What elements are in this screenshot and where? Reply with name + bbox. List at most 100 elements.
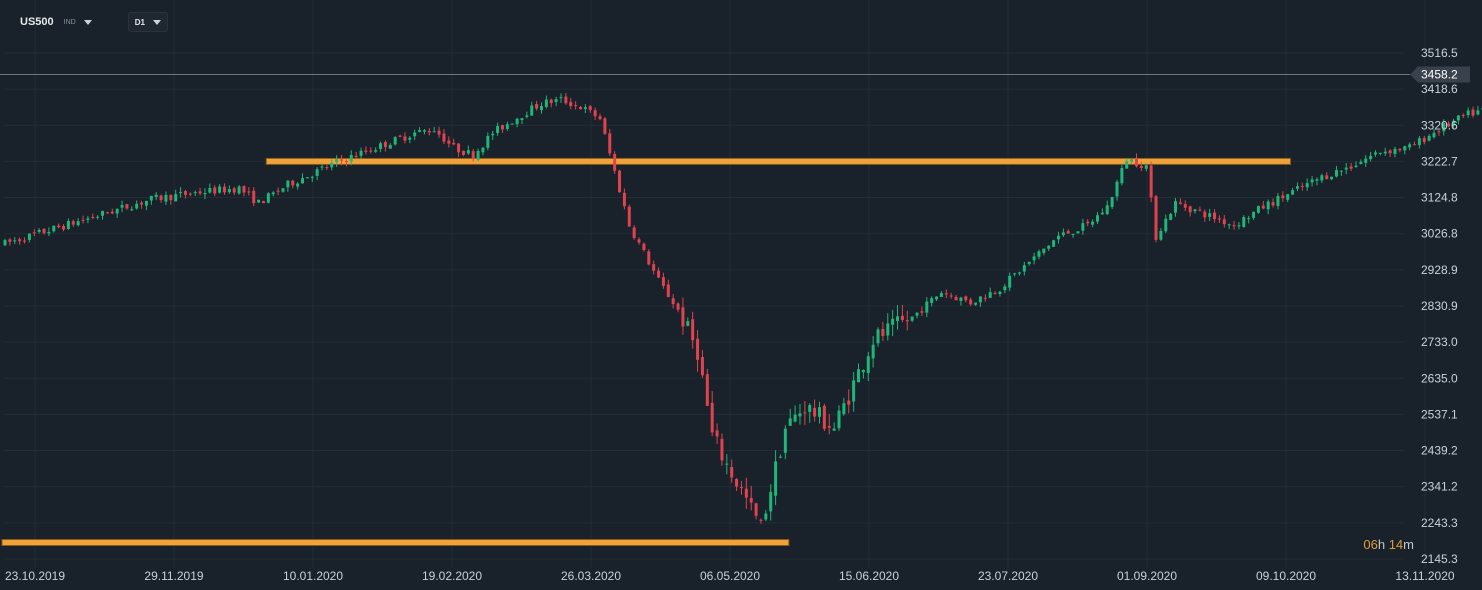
candle (32, 229, 36, 237)
candle (988, 287, 992, 299)
candle-body (1252, 211, 1256, 218)
candle (974, 302, 978, 306)
candle-body (661, 277, 665, 286)
candles (3, 93, 1482, 524)
candle-body (188, 193, 192, 195)
candle-body (154, 194, 158, 197)
candle-body (798, 413, 802, 417)
candle (1193, 208, 1197, 214)
candle (583, 104, 587, 114)
candle (1261, 200, 1265, 210)
candle (369, 147, 373, 154)
candle-body (486, 135, 490, 148)
candle-body (715, 430, 719, 437)
candle (1320, 173, 1324, 184)
candle-body (935, 296, 939, 300)
candle-body (978, 296, 982, 303)
candle (1471, 106, 1475, 118)
candle (71, 219, 75, 227)
candle-body (837, 410, 841, 429)
timeframe-selector[interactable]: D1 (127, 12, 168, 32)
candle-body (652, 264, 656, 271)
candle (320, 163, 324, 171)
candle (42, 228, 46, 235)
candle-body (1452, 120, 1456, 126)
candle (213, 185, 217, 197)
candle (120, 200, 124, 213)
symbol-selector[interactable]: US500 IND (14, 12, 98, 32)
candle (1354, 161, 1358, 168)
candle-body (330, 162, 334, 168)
candle (427, 127, 431, 136)
candle-body (925, 301, 929, 313)
candle (1325, 172, 1329, 180)
candle-body (286, 180, 290, 188)
candle-body (730, 467, 734, 478)
candle-body (1227, 224, 1231, 226)
candle-body (1378, 152, 1382, 154)
candle (569, 97, 573, 110)
candle-body (1056, 235, 1060, 240)
candle-body (1037, 251, 1041, 257)
candle-body (18, 239, 22, 242)
candle-body (847, 400, 851, 405)
candle (1408, 142, 1412, 151)
candle (276, 187, 280, 196)
candle (627, 204, 631, 227)
candle-body (1461, 114, 1465, 117)
candle (169, 194, 173, 205)
candle (47, 227, 51, 237)
candle-body (1081, 223, 1085, 231)
candle-body (744, 488, 748, 498)
candle (13, 236, 17, 245)
candle-body (1125, 161, 1129, 169)
candle-body (530, 105, 534, 116)
candle-body (1237, 225, 1241, 227)
candle (1027, 261, 1031, 266)
candle (1417, 135, 1421, 149)
candle (993, 291, 997, 295)
candle-body (1086, 221, 1090, 224)
candle-body (1393, 148, 1397, 154)
candle-body (301, 178, 305, 184)
candle-body (115, 208, 119, 214)
candle (574, 101, 578, 110)
candle (774, 450, 778, 506)
candle-body (442, 133, 446, 142)
candle-body (930, 298, 934, 304)
candle-body (13, 240, 17, 242)
candle (1037, 249, 1041, 260)
candle (954, 294, 958, 301)
candle (1008, 272, 1012, 292)
candle (588, 105, 592, 113)
candle (447, 136, 451, 148)
candle-body (164, 194, 168, 202)
candle (432, 126, 436, 133)
candle (461, 150, 465, 157)
candle-body (1130, 159, 1134, 162)
candle (637, 237, 641, 245)
timer-hours-unit: h (1377, 537, 1386, 552)
candle-body (8, 239, 12, 242)
y-tick-label: 3320.6 (1421, 118, 1458, 132)
chevron-down-icon (152, 19, 161, 25)
candle-body (1256, 206, 1260, 213)
candle (364, 146, 368, 155)
candle (305, 177, 309, 179)
candle-body (52, 225, 56, 232)
candle (242, 185, 246, 197)
candle (1452, 118, 1456, 130)
candle (18, 237, 22, 245)
candle (754, 502, 758, 520)
candle-body (618, 170, 622, 193)
candle (325, 164, 329, 171)
candle (81, 215, 85, 224)
candle (896, 305, 900, 330)
candle-body (237, 186, 241, 194)
candle-body (213, 187, 217, 194)
candle (193, 190, 197, 197)
candle (442, 129, 446, 145)
candle-body (559, 97, 563, 99)
